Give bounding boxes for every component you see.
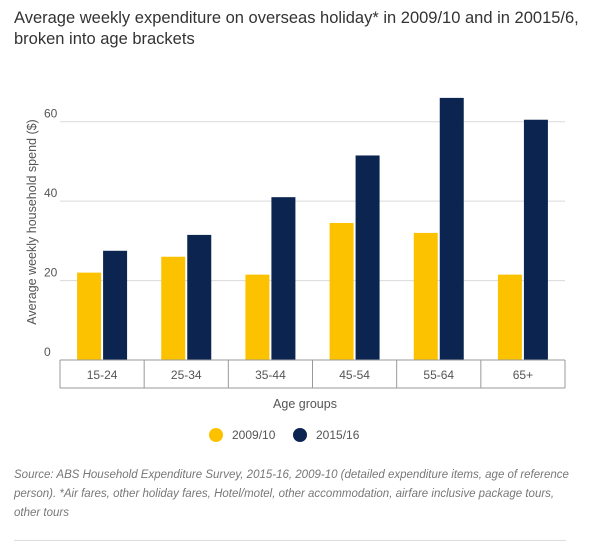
x-axis: 15-24 25-34 35-44 45-54 55-64 65+ (59, 359, 566, 389)
y-tick-label: 20 (44, 266, 58, 280)
legend-swatch (293, 428, 307, 442)
legend: 2009/10 2015/16 (209, 428, 360, 442)
bar-2015-16-55-64 (439, 97, 464, 360)
legend-label: 2015/16 (316, 428, 360, 442)
y-axis-title: Average weekly household spend ($) (25, 119, 39, 324)
legend-swatch (209, 428, 223, 442)
bar-2015-16-65+ (523, 119, 548, 360)
x-tick-label: 45-54 (339, 368, 370, 382)
gridlines (60, 121, 565, 282)
x-axis-title: Age groups (273, 397, 337, 411)
y-tick-label: 40 (44, 186, 58, 200)
bar-2015-16-45-54 (355, 155, 380, 360)
legend-label: 2009/10 (232, 428, 276, 442)
bar-2009-10-65+ (497, 274, 522, 360)
bar-2009-10-15-24 (77, 272, 102, 360)
bar-2009-10-45-54 (329, 222, 354, 360)
x-tick-label: 25-34 (171, 368, 202, 382)
y-axis-ticks: 0 20 40 60 (44, 107, 58, 359)
y-tick-label: 0 (44, 345, 51, 359)
bottom-divider (14, 540, 566, 541)
y-tick-label: 60 (44, 107, 58, 121)
bar-2015-16-35-44 (271, 197, 296, 360)
x-tick-label: 15-24 (87, 368, 118, 382)
x-tick-label: 55-64 (423, 368, 454, 382)
bar-2009-10-55-64 (413, 232, 438, 360)
bars (77, 97, 548, 360)
bar-2009-10-35-44 (245, 274, 270, 360)
bar-2015-16-15-24 (103, 250, 128, 360)
bar-2015-16-25-34 (187, 234, 212, 360)
source-note: Source: ABS Household Expenditure Survey… (14, 469, 569, 519)
chart-title: Average weekly expenditure on overseas h… (14, 9, 579, 48)
x-tick-label: 35-44 (255, 368, 286, 382)
x-tick-label: 65+ (513, 368, 533, 382)
bar-2009-10-25-34 (161, 256, 186, 360)
